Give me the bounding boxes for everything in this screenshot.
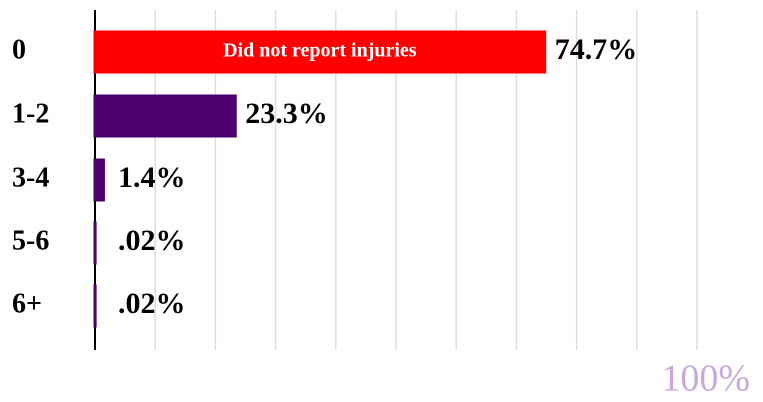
y-tick-label: 6+ (12, 288, 42, 319)
bar (93, 30, 547, 74)
y-tick-label: 0 (12, 34, 26, 65)
y-tick-label: 5-6 (12, 225, 49, 256)
value-label: 23.3% (245, 97, 327, 130)
y-tick-label: 3-4 (12, 162, 49, 193)
value-label: .02% (118, 287, 186, 320)
annotation: Did not report injuries (223, 40, 417, 62)
bar (93, 94, 237, 138)
value-label: 74.7% (555, 33, 638, 66)
bar (93, 158, 105, 202)
y-tick-label: 1-2 (12, 98, 49, 129)
value-label: .02% (118, 224, 186, 257)
value-label: 1.4% (118, 161, 186, 194)
x-tick-label: 100% (661, 358, 750, 400)
